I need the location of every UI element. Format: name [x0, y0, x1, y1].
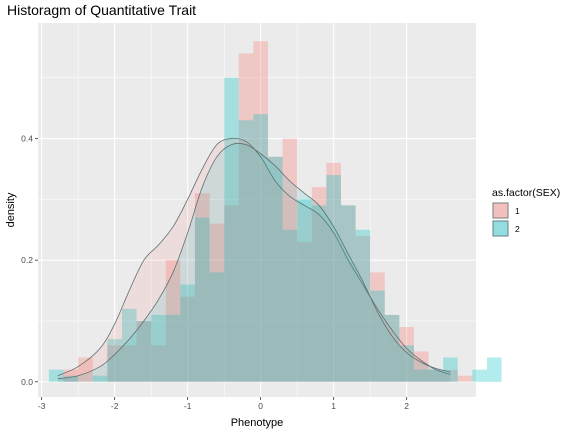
bar-sex-2 — [428, 369, 444, 382]
bar-sex-2 — [224, 77, 239, 382]
x-tick-label: 2 — [404, 401, 409, 411]
bar-sex-2 — [399, 345, 414, 382]
bar-sex-2 — [209, 272, 225, 382]
bar-sex-1 — [63, 369, 79, 382]
bar-sex-1 — [180, 296, 195, 382]
bar-sex-2 — [253, 114, 268, 382]
legend-swatch-1 — [492, 202, 509, 219]
bar-sex-2 — [267, 156, 283, 382]
bar-sex-2 — [107, 339, 122, 382]
density-area-sex-2 — [57, 143, 451, 382]
bar-sex-1 — [165, 260, 181, 382]
bar-sex-2 — [384, 314, 400, 382]
legend: as.factor(SEX) 1 2 — [492, 187, 560, 237]
density-curve-sex-1 — [57, 137, 451, 377]
bar-sex-2 — [165, 314, 181, 382]
bar-sex-2 — [486, 357, 502, 382]
x-axis-title: Phenotype — [231, 417, 284, 429]
bar-sex-2 — [238, 120, 254, 382]
bar-sex-1 — [399, 327, 414, 382]
bar-sex-2 — [297, 199, 312, 382]
bar-sex-1 — [121, 345, 137, 382]
y-tick-label: 0.0 — [21, 377, 33, 387]
bar-sex-1 — [267, 156, 283, 382]
chart-title: Historagm of Quantitative Trait — [7, 2, 196, 18]
minor-gridlines — [38, 23, 476, 397]
x-tick-label: -3 — [38, 401, 46, 411]
bar-sex-1 — [136, 320, 152, 382]
y-axis-title: density — [5, 192, 17, 227]
legend-entry-1: 1 — [492, 202, 520, 219]
bar-sex-2 — [180, 284, 195, 382]
x-tick-label: 1 — [331, 401, 336, 411]
bar-sex-1 — [107, 345, 122, 382]
bar-sex-1 — [253, 41, 268, 382]
legend-label-1: 1 — [515, 206, 520, 216]
bar-sex-2 — [194, 217, 210, 382]
bar-sex-1 — [238, 53, 254, 382]
x-tick-label: 0 — [258, 401, 263, 411]
y-tick-label: 0.4 — [21, 134, 33, 144]
bar-sex-2 — [311, 205, 327, 382]
bar-sex-2 — [443, 357, 458, 382]
density-curves — [57, 137, 451, 382]
legend-key-2 — [492, 220, 509, 237]
bar-sex-1 — [413, 351, 429, 382]
bar-sex-2 — [151, 314, 166, 382]
x-tick-label: -2 — [111, 401, 119, 411]
bar-sex-1 — [209, 223, 225, 382]
bar-sex-1 — [340, 205, 356, 382]
y-axis: 0.0 0.2 0.4 — [21, 134, 38, 387]
bar-sex-1 — [224, 205, 239, 382]
bar-sex-1 — [78, 357, 93, 382]
plot-panel — [38, 23, 476, 397]
bar-sex-1 — [370, 272, 385, 382]
histogram-bars — [48, 41, 502, 382]
y-tick-label: 0.2 — [21, 255, 33, 265]
bar-sex-2 — [340, 205, 356, 382]
bar-sex-1 — [428, 369, 444, 382]
bar-sex-2 — [413, 369, 429, 382]
density-area-sex-1 — [57, 138, 451, 382]
x-axis: -3 -2 -1 0 1 2 — [38, 397, 409, 411]
legend-label-2: 2 — [515, 224, 520, 234]
density-curve-sex-2 — [57, 142, 451, 380]
bar-sex-2 — [136, 320, 152, 382]
legend-entry-2: 2 — [492, 220, 520, 237]
bar-sex-1 — [194, 193, 210, 382]
legend-swatch-2 — [492, 220, 509, 237]
bar-sex-2 — [370, 290, 385, 382]
bar-sex-1 — [457, 375, 473, 382]
bar-sex-2 — [121, 308, 137, 382]
bar-sex-1 — [326, 162, 341, 382]
bar-sex-2 — [472, 369, 487, 382]
bar-sex-1 — [151, 345, 166, 382]
bar-sex-1 — [311, 187, 327, 382]
legend-key-1 — [492, 202, 509, 219]
legend-title: as.factor(SEX) — [492, 187, 560, 199]
bar-sex-1 — [297, 241, 312, 382]
bar-sex-2 — [355, 229, 371, 382]
bar-sex-2 — [282, 229, 298, 382]
major-gridlines — [38, 23, 476, 397]
x-tick-label: -1 — [184, 401, 192, 411]
bar-sex-1 — [355, 235, 371, 382]
bar-sex-2 — [63, 375, 79, 382]
bar-sex-1 — [443, 369, 458, 382]
bar-sex-2 — [92, 375, 108, 382]
bar-sex-1 — [384, 314, 400, 382]
